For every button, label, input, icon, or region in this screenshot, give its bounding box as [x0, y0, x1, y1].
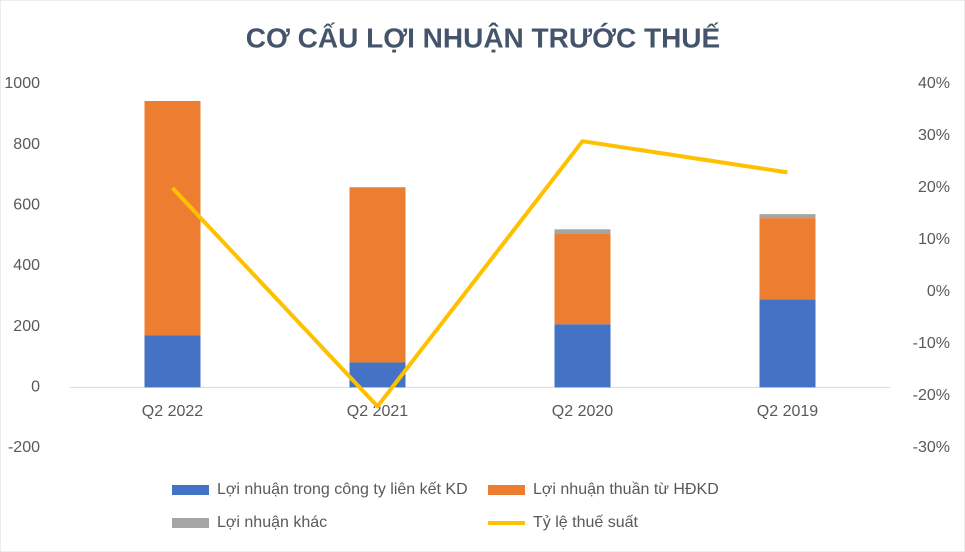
- y2-tick-label: 20%: [918, 179, 950, 196]
- legend-label: Lợi nhuận trong công ty liên kết KD: [217, 481, 468, 498]
- legend-swatch: [172, 518, 209, 528]
- y2-tick-label: 10%: [918, 231, 950, 248]
- line: [171, 139, 788, 409]
- x-tick-label: Q2 2019: [757, 403, 818, 420]
- legend-swatch: [172, 485, 209, 495]
- y2-tick-label: 30%: [918, 127, 950, 144]
- legend-label: Lợi nhuận thuần từ HĐKD: [533, 481, 719, 498]
- y-tick-label: 200: [13, 318, 40, 335]
- bar: [144, 335, 201, 388]
- bar: [759, 214, 816, 219]
- y2-tick-label: 40%: [918, 75, 950, 92]
- legend-label: Lợi nhuận khác: [217, 514, 327, 531]
- bar: [759, 299, 816, 388]
- y2-tick-label: -10%: [913, 335, 950, 352]
- chart-title: CƠ CẤU LỢI NHUẬN TRƯỚC THUẾ: [246, 22, 720, 53]
- y-tick-label: 600: [13, 197, 40, 214]
- bar: [349, 188, 406, 363]
- y2-tick-label: -20%: [913, 387, 950, 404]
- y2-tick-label: -30%: [913, 439, 950, 456]
- legend-label: Tỷ lệ thuế suất: [533, 514, 639, 531]
- y-tick-label: 0: [31, 379, 40, 396]
- x-tick-label: Q2 2021: [347, 403, 408, 420]
- x-tick-label: Q2 2022: [142, 403, 203, 420]
- y-tick-label: 800: [13, 136, 40, 153]
- y-tick-label: 400: [13, 257, 40, 274]
- x-tick-label: Q2 2020: [552, 403, 613, 420]
- bar: [554, 229, 611, 234]
- bar: [349, 187, 406, 189]
- y2-tick-label: 0%: [927, 283, 950, 300]
- legend-swatch: [488, 485, 525, 495]
- bar: [554, 324, 611, 388]
- bar: [144, 100, 201, 336]
- y-tick-label: -200: [8, 439, 40, 456]
- bar: [759, 218, 816, 300]
- bar: [554, 233, 611, 325]
- y-tick-label: 1000: [4, 75, 40, 92]
